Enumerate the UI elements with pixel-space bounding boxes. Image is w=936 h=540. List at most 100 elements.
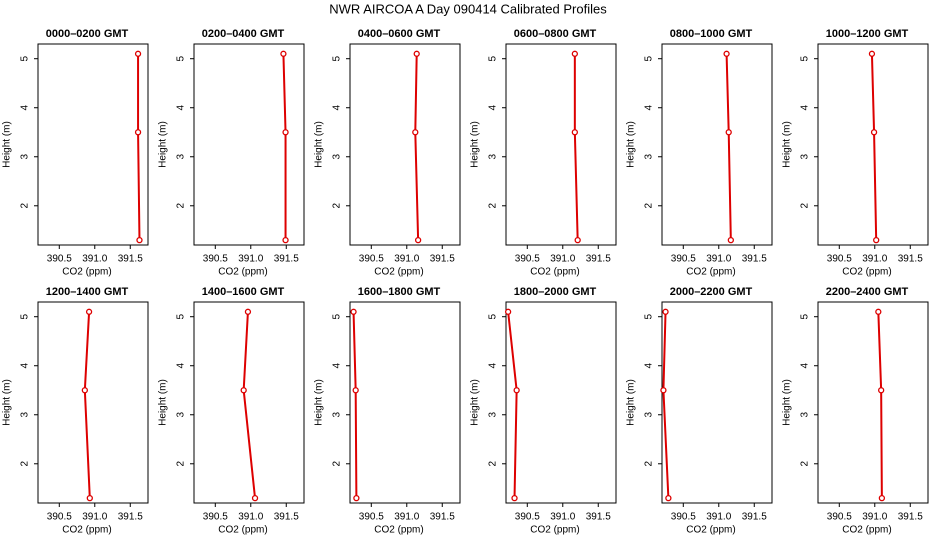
plot-frame <box>817 301 929 504</box>
plot-frame <box>193 43 305 246</box>
x-axis-label: CO2 (ppm) <box>374 267 423 278</box>
profile-point <box>282 236 289 244</box>
y-tick-label: 4 <box>644 105 655 111</box>
profile-point <box>873 236 880 244</box>
y-tick-label: 2 <box>488 461 499 467</box>
plot-frame <box>661 43 773 246</box>
x-tick-label: 391.5 <box>118 254 143 265</box>
profile-line <box>662 311 670 499</box>
y-tick-label: 4 <box>488 363 499 369</box>
y-tick-label: 5 <box>20 313 31 319</box>
x-axis-label: CO2 (ppm) <box>218 267 267 278</box>
y-tick-label: 2 <box>20 461 31 467</box>
x-axis-label: CO2 (ppm) <box>842 525 891 536</box>
plot-frame <box>505 43 617 246</box>
panel-title: 0800–1000 GMT <box>670 28 753 40</box>
y-tick-label: 4 <box>332 363 343 369</box>
y-tick-label: 5 <box>800 313 811 319</box>
x-tick-label: 391.0 <box>862 512 887 523</box>
profile-point <box>868 50 876 57</box>
profile-point <box>660 387 667 394</box>
plot-frame <box>661 301 773 504</box>
plot-frame <box>349 43 461 246</box>
profile-point <box>504 308 512 315</box>
panel-title: 1000–1200 GMT <box>826 28 909 40</box>
y-axis-label: Height (m) <box>782 121 793 168</box>
x-tick-label: 391.0 <box>394 512 419 523</box>
profile-point <box>244 308 252 315</box>
x-tick-label: 390.5 <box>203 254 228 265</box>
x-tick-label: 390.5 <box>827 254 852 265</box>
y-tick-label: 3 <box>488 154 499 160</box>
x-tick-label: 391.0 <box>550 512 575 523</box>
x-tick-label: 390.5 <box>47 254 72 265</box>
panel-title: 1600–1800 GMT <box>358 286 441 298</box>
y-tick-label: 4 <box>488 105 499 111</box>
y-tick-label: 3 <box>20 412 31 418</box>
panel-title: 1800–2000 GMT <box>514 286 597 298</box>
profile-point <box>574 236 581 244</box>
profile-point <box>85 308 93 315</box>
y-tick-label: 5 <box>176 313 187 319</box>
x-tick-label: 390.5 <box>203 512 228 523</box>
y-tick-label: 2 <box>176 461 187 467</box>
main-title: NWR AIRCOA A Day 090414 Calibrated Profi… <box>329 1 607 16</box>
plot-frame <box>349 301 461 504</box>
y-tick-label: 5 <box>488 313 499 319</box>
x-tick-label: 390.5 <box>515 254 540 265</box>
profile-point <box>878 494 886 502</box>
y-tick-label: 2 <box>644 461 655 467</box>
y-tick-label: 2 <box>800 461 811 467</box>
x-tick-label: 391.5 <box>586 254 611 265</box>
profile-line <box>870 53 878 241</box>
x-tick-label: 390.5 <box>671 512 696 523</box>
panel-title: 1200–1400 GMT <box>46 286 129 298</box>
y-tick-label: 3 <box>20 154 31 160</box>
profile-point <box>413 50 420 57</box>
profile-point <box>513 387 520 394</box>
x-tick-label: 391.5 <box>898 512 923 523</box>
x-tick-label: 391.0 <box>862 254 887 265</box>
x-axis-label: CO2 (ppm) <box>218 525 267 536</box>
x-tick-label: 391.0 <box>394 254 419 265</box>
x-axis-label: CO2 (ppm) <box>374 525 423 536</box>
plot-frame <box>37 43 149 246</box>
profile-point <box>280 50 287 57</box>
x-tick-label: 391.5 <box>586 512 611 523</box>
x-axis-label: CO2 (ppm) <box>62 525 111 536</box>
x-tick-label: 391.5 <box>430 254 455 265</box>
y-tick-label: 5 <box>644 55 655 61</box>
profile-point <box>352 387 359 394</box>
y-tick-label: 5 <box>644 313 655 319</box>
y-tick-label: 3 <box>176 412 187 418</box>
x-tick-label: 391.0 <box>238 254 263 265</box>
panel-title: 1400–1600 GMT <box>202 286 285 298</box>
profile-point <box>414 236 422 244</box>
profile-point <box>878 387 885 394</box>
panel-title: 2000–2200 GMT <box>670 286 753 298</box>
x-tick-label: 391.5 <box>742 254 767 265</box>
profile-line <box>282 53 287 241</box>
plot-frame <box>193 301 305 504</box>
x-tick-label: 391.5 <box>274 512 299 523</box>
profile-point <box>662 308 669 315</box>
y-tick-label: 4 <box>176 363 187 369</box>
profile-line <box>242 311 257 499</box>
profile-point <box>136 236 143 244</box>
y-tick-label: 2 <box>176 203 187 209</box>
y-tick-label: 5 <box>20 55 31 61</box>
panel-title: 2200–2400 GMT <box>826 286 909 298</box>
x-tick-label: 391.0 <box>706 512 731 523</box>
profile-point <box>251 494 259 502</box>
y-axis-label: Height (m) <box>314 121 325 168</box>
x-tick-label: 391.0 <box>238 512 263 523</box>
x-axis-label: CO2 (ppm) <box>62 267 111 278</box>
profile-point <box>134 50 142 57</box>
profile-point <box>870 129 878 136</box>
panel-title: 0200–0400 GMT <box>202 28 285 40</box>
x-tick-label: 390.5 <box>47 512 72 523</box>
profile-line <box>414 53 420 241</box>
y-tick-label: 3 <box>332 154 343 160</box>
y-tick-label: 2 <box>800 203 811 209</box>
